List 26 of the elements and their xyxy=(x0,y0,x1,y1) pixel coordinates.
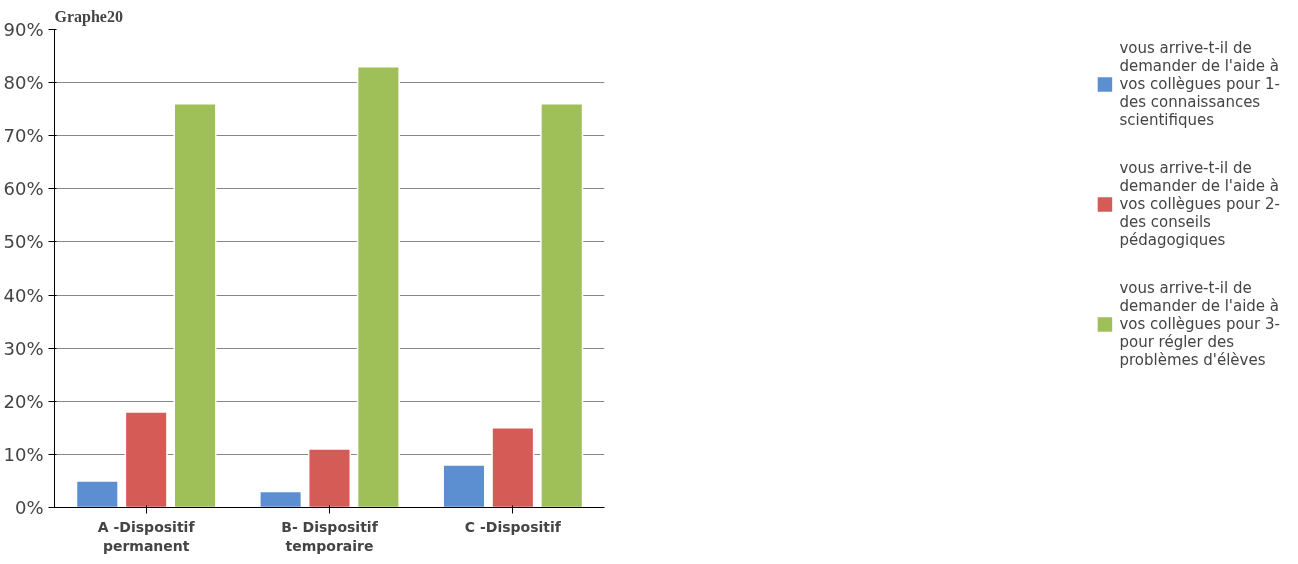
y-tick-label: 80% xyxy=(3,72,44,94)
y-tick-label: 10% xyxy=(3,443,44,465)
chart-title: Graphe20 xyxy=(54,7,123,26)
bar xyxy=(442,464,486,508)
bar xyxy=(259,490,303,508)
x-tick-label: A -Dispositif permanent xyxy=(97,518,196,554)
bar xyxy=(75,480,119,508)
bar xyxy=(307,448,352,508)
y-tick-label: 20% xyxy=(3,390,44,412)
bar xyxy=(356,65,400,508)
y-tick-label: 70% xyxy=(3,125,44,147)
legend-label: vous arrive-t-il de demander de l'aide à vos collègues pour 3- pour régler des problèmes d'élèves xyxy=(1119,279,1280,369)
x-tick-label: B- Dispositif temporaire xyxy=(281,518,379,554)
bar xyxy=(491,427,535,508)
y-tick-label: 90% xyxy=(3,19,44,40)
x-tick-label: C -Dispositif xyxy=(464,518,562,535)
y-tick-label: 0% xyxy=(14,497,44,518)
legend-label: vous arrive-t-il de demander de l'aide à vos collègues pour 1- des connaissances scientifiques xyxy=(1119,39,1280,129)
y-tick-label: 50% xyxy=(3,231,44,253)
bar xyxy=(173,103,217,508)
legend-label: vous arrive-t-il de demander de l'aide à vos collègues pour 2- des conseils pédagogiques xyxy=(1119,159,1280,249)
y-tick-label: 60% xyxy=(3,178,44,200)
y-tick-label: 30% xyxy=(3,337,44,359)
bar xyxy=(124,411,168,508)
y-tick-label: 40% xyxy=(3,284,44,306)
bar xyxy=(540,103,584,508)
